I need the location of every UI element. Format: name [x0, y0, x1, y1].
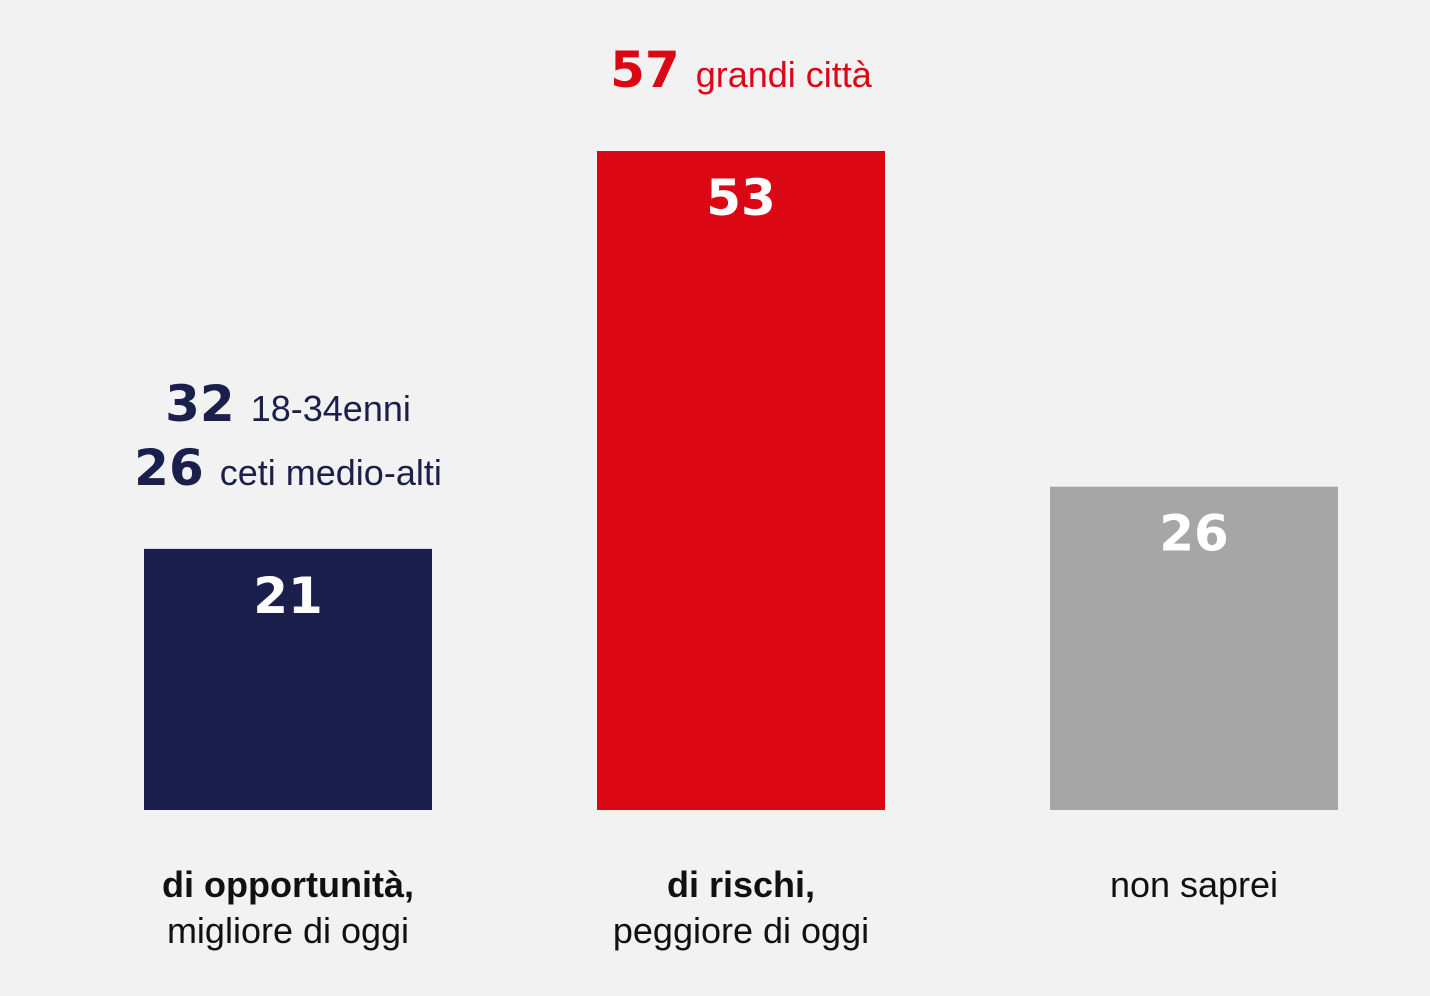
annotation-value: 32: [165, 375, 235, 433]
category-label-3: non saprei: [1110, 864, 1278, 905]
bar-value-label-2: 53: [706, 169, 776, 227]
category-labels: di opportunità, migliore di oggi di rischi…: [162, 864, 1278, 951]
annotation-label: ceti medio-alti: [220, 452, 442, 493]
category-label-2-sub: peggiore di oggi: [613, 910, 869, 951]
bar-2: [597, 151, 885, 810]
annotation-2-line-1: 57 grandi città: [610, 41, 873, 99]
annotation-label: grandi città: [696, 54, 873, 95]
bar-annotations: 32 18-34enni 26 ceti medio-alti 57 grandi cit…: [134, 41, 873, 497]
bar-value-label-1: 21: [253, 567, 323, 625]
annotation-1-line-1: 32 18-34enni: [165, 375, 411, 433]
annotation-1-line-2: 26 ceti medio-alti: [134, 439, 442, 497]
annotation-value: 26: [134, 439, 204, 497]
bar-1: [144, 548, 432, 810]
bar-3: [1050, 486, 1338, 810]
category-label-1-sub: migliore di oggi: [167, 910, 409, 951]
annotation-label: 18-34enni: [251, 388, 411, 429]
annotation-value: 57: [610, 41, 680, 99]
bars: 21 53 26: [144, 151, 1338, 810]
category-label-2-bold: di rischi,: [667, 864, 815, 905]
category-label-1-bold: di opportunità,: [162, 864, 414, 905]
bar-value-label-3: 26: [1159, 505, 1229, 563]
